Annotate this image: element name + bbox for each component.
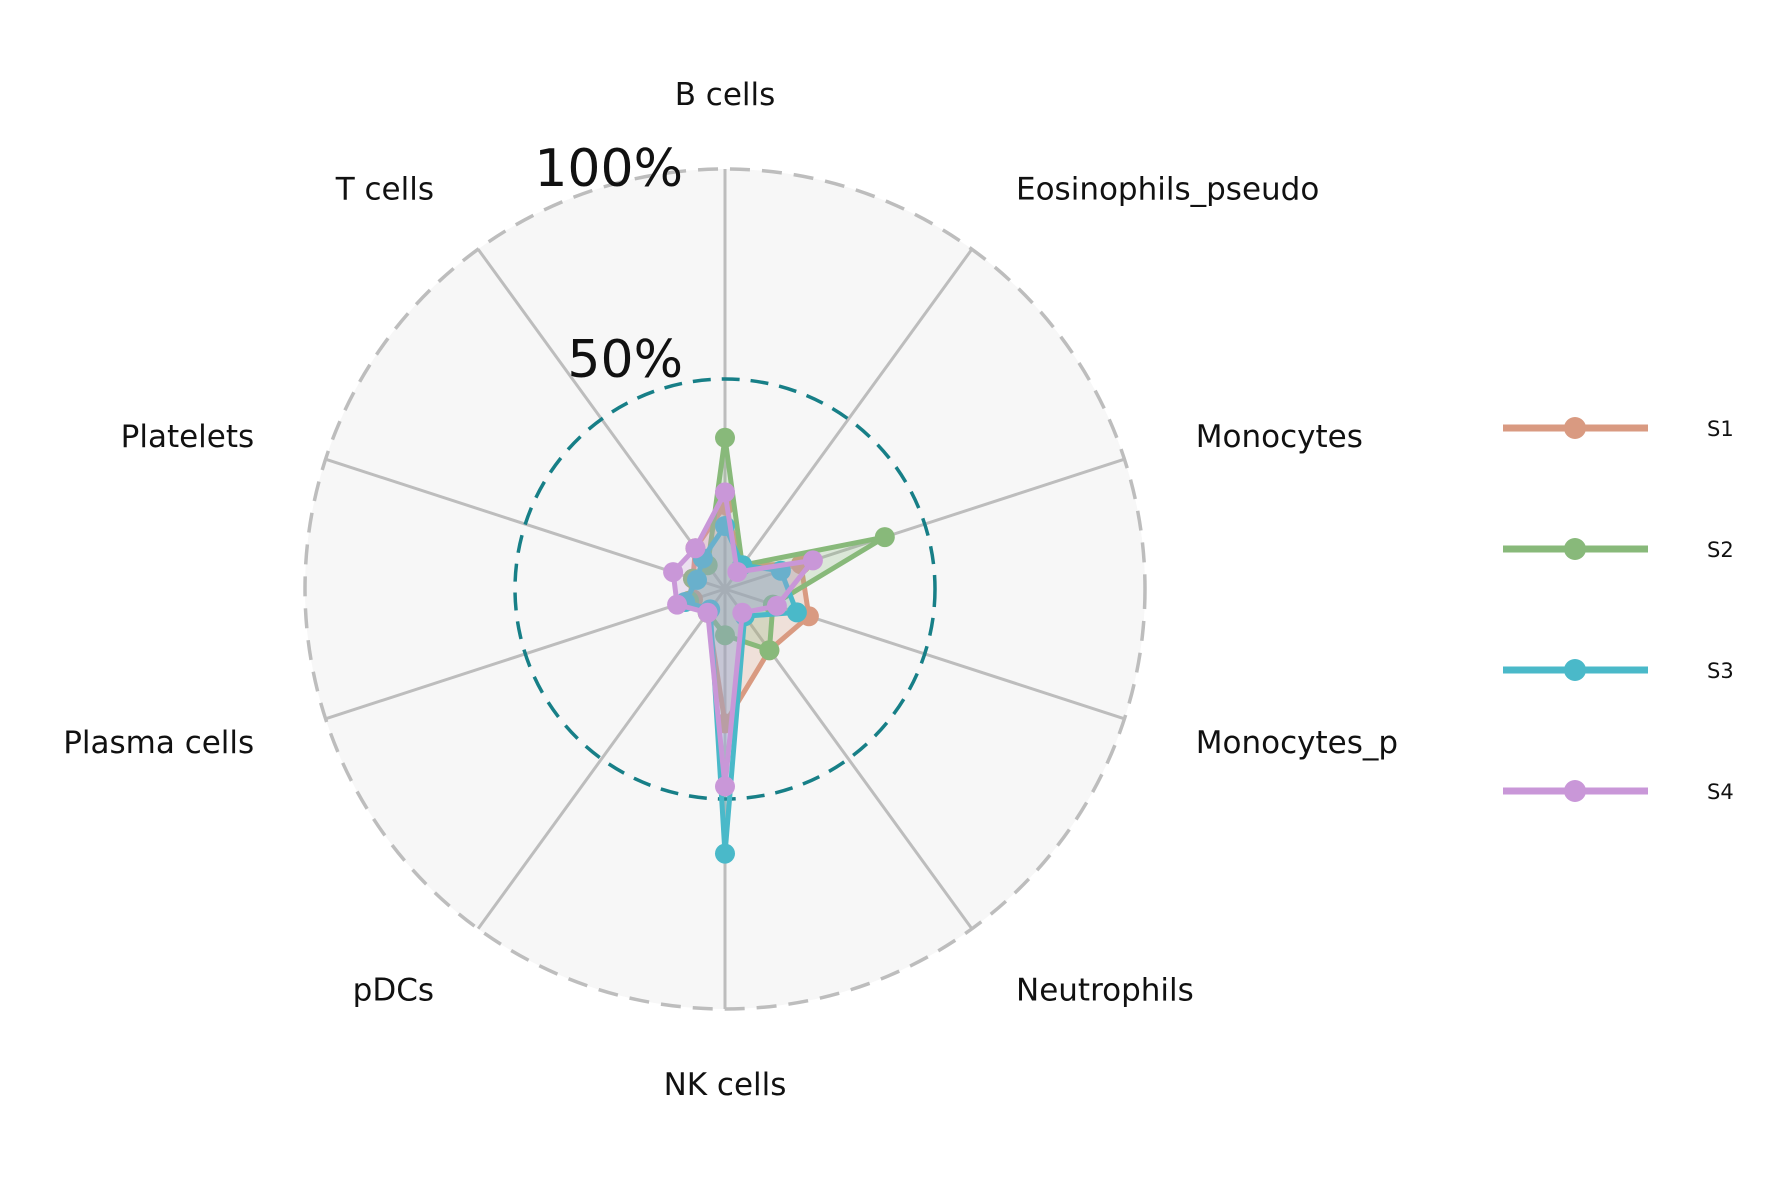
series-s4: [663, 482, 823, 797]
point-s4-b-cells: [715, 482, 735, 503]
spoke-eosinophils-pseudo: [723, 248, 974, 590]
legend-item-s3: S3: [1503, 659, 1734, 683]
radar-series: [663, 427, 895, 864]
radar-rings: [303, 167, 1147, 1011]
point-s4-neutrophils: [732, 602, 753, 623]
legend-item-s1: S1: [1503, 417, 1734, 441]
axis-label-t-cells: T cells: [335, 172, 434, 208]
point-s3-nk-cells: [715, 843, 735, 864]
point-s3-platelets: [687, 569, 707, 590]
point-s4-platelets: [663, 562, 684, 583]
legend-item-s2: S2: [1503, 538, 1734, 562]
legend-swatch-marker: [1564, 659, 1586, 681]
point-s2-monocytes: [874, 527, 895, 548]
legend: S1 S2 S3 S4: [1503, 417, 1734, 804]
ring-labels: 100% 50%: [534, 139, 683, 390]
axis-label-b-cells: B cells: [675, 77, 776, 113]
legend-item-s4: S4: [1503, 780, 1734, 804]
legend-label: S1: [1707, 417, 1734, 441]
point-s2-nk-cells: [715, 625, 735, 646]
axis-label-platelets: Platelets: [121, 419, 255, 455]
axis-labels: B cells Eosinophils_pseudo Monocytes Monocy…: [63, 77, 1398, 1103]
legend-label: S2: [1707, 538, 1734, 562]
point-s2-neutrophils: [759, 640, 780, 661]
legend-label: S3: [1707, 659, 1734, 683]
point-s4-plasma-cells: [667, 594, 688, 615]
point-s4-nk-cells: [715, 776, 735, 797]
point-s4-eosinophils-pseudo: [727, 562, 748, 582]
axis-label-eosinophils-pseudo: Eosinophils_pseudo: [1016, 172, 1319, 208]
ring-label-50-pct: 50%: [567, 330, 683, 390]
point-s4-pdcs: [697, 602, 718, 623]
axis-label-monocytes-p: Monocytes_p: [1196, 725, 1398, 761]
spoke-pdcs: [476, 588, 727, 930]
legend-label: S4: [1707, 780, 1734, 804]
point-s4-monocytes: [802, 550, 823, 571]
legend-swatch-marker: [1564, 417, 1586, 439]
ring-label-100-pct: 100%: [534, 139, 683, 199]
reference-ring: [513, 377, 937, 801]
axis-label-plasma-cells: Plasma cells: [63, 725, 254, 761]
axis-label-pdcs: pDCs: [353, 973, 434, 1009]
axis-label-nk-cells: NK cells: [664, 1067, 787, 1103]
point-s4-t-cells: [685, 538, 706, 559]
point-s4-monocytes-p: [766, 595, 787, 616]
legend-swatch-marker: [1564, 780, 1586, 802]
series-area-s2: [689, 437, 885, 651]
outer-ring: [303, 167, 1147, 1011]
axis-label-monocytes: Monocytes: [1196, 419, 1363, 455]
point-s2-b-cells: [715, 427, 735, 448]
point-s3-monocytes-p: [786, 602, 807, 623]
legend-swatch-marker: [1564, 538, 1586, 560]
axis-label-neutrophils: Neutrophils: [1016, 973, 1194, 1009]
